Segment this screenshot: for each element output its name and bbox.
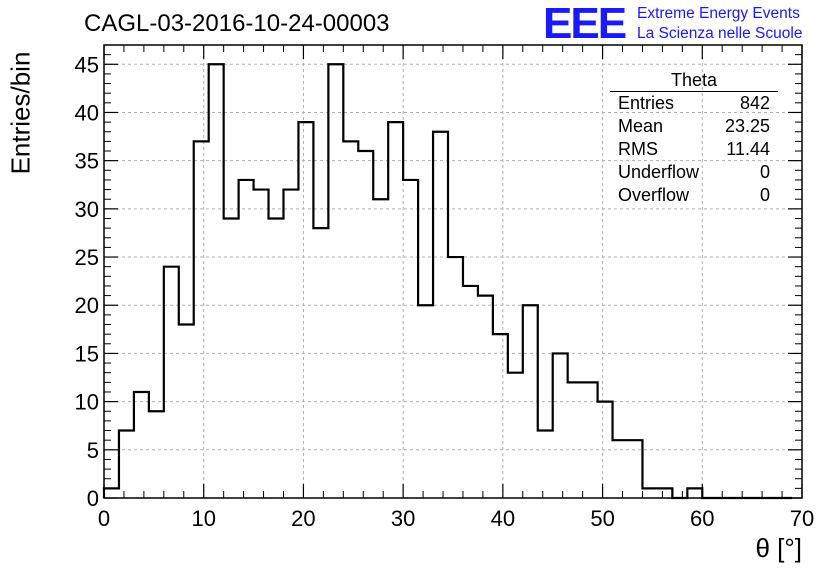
histogram-bin [463,286,478,498]
histogram-bin [642,488,657,498]
histogram-bin [687,488,702,498]
y-tick-label: 10 [75,390,99,415]
stats-value: 23.25 [724,116,770,136]
logo-line-1: Extreme Energy Events [637,5,800,22]
y-tick-label: 40 [75,100,99,125]
histogram-bin [433,132,448,498]
x-tick-label: 70 [790,506,814,531]
histogram-bin [613,440,628,498]
axes [103,44,803,499]
histogram-bin [657,488,672,498]
histogram-bin [448,257,463,498]
stats-row-underflow: Underflow 0 [610,161,778,184]
eee-logo-text: Extreme Energy Events La Scienza nelle S… [637,4,802,44]
histogram-bin [313,228,328,498]
x-tick-label: 10 [191,506,215,531]
x-tick-label: 30 [391,506,415,531]
x-tick-label: 60 [690,506,714,531]
histogram-bin [343,141,358,498]
logo-line-2: La Scienza nelle Scuole [637,25,803,42]
y-tick-label: 15 [75,341,99,366]
stats-label: RMS [618,139,658,159]
y-tick-label: 5 [87,438,99,463]
histogram-bin [523,305,538,498]
eee-logo-mark: EEE [543,0,627,48]
histogram-series [102,63,793,500]
stats-value: 0 [759,185,770,205]
histogram-bin [358,151,373,498]
stats-value: 0 [759,162,770,182]
histogram-bin [149,411,164,498]
histogram-bin [104,488,119,498]
stats-row-rms: RMS 11.44 [610,138,778,161]
histogram-bin [298,122,313,498]
histogram-bin [269,218,284,498]
histogram-bin [328,64,343,498]
histogram-bin [283,190,298,498]
stats-label: Entries [618,93,675,113]
histogram-bin [164,267,179,498]
histogram-bin [493,334,508,498]
histogram-bin [134,392,149,498]
stats-label: Overflow [618,185,690,205]
histogram-bin [239,180,254,498]
chart-title: CAGL-03-2016-10-24-00003 [84,10,390,37]
histogram-bin [478,296,493,498]
histogram-bin [403,180,418,498]
x-tick-label: 0 [98,506,110,531]
histogram-bin [418,305,433,498]
stats-value: 11.44 [726,139,770,159]
stats-label: Underflow [618,162,700,182]
stats-row-entries: Entries 842 [610,92,778,115]
histogram-bin [508,373,523,498]
x-axis-label: θ [°] [755,533,802,563]
y-tick-label: 35 [75,149,99,174]
histogram-bin [553,353,568,498]
histogram-bin [598,402,613,498]
histogram-bin [583,382,598,498]
histogram-bin [179,325,194,498]
histogram-outline [102,63,793,500]
stats-value: 842 [739,93,770,113]
y-tick-label: 25 [75,245,99,270]
stats-row-mean: Mean 23.25 [610,115,778,138]
histogram-bin [373,199,388,498]
histogram-bin [224,218,239,498]
stats-title: Theta [670,70,718,90]
histogram-bin [119,431,134,498]
histogram-bin [568,382,583,498]
histogram-bin [209,64,224,498]
y-axis-label: Entries/bin [5,51,36,175]
histogram-bin [254,190,269,498]
plot-frame [103,44,803,499]
tick-marks [103,44,803,499]
histogram-bin [194,141,209,498]
x-tick-label: 20 [291,506,315,531]
y-tick-label: 30 [75,197,99,222]
stats-box: Theta Entries 842 Mean 23.25 RMS 11.44 Underfl… [610,70,778,207]
tick-labels: 0 10 20 30 40 50 60 70 0 5 10 15 20 25 30 35 40 45 [75,52,815,531]
y-tick-label: 20 [75,293,99,318]
histogram-bin [388,122,403,498]
x-tick-label: 50 [590,506,614,531]
y-tick-label: 0 [87,486,99,511]
y-tick-label: 45 [75,52,99,77]
histogram-bin [538,431,553,498]
histogram-bin [628,440,643,498]
x-tick-label: 40 [491,506,515,531]
stats-divider [610,91,778,92]
stats-row-overflow: Overflow 0 [610,184,778,207]
stats-label: Mean [618,116,664,136]
